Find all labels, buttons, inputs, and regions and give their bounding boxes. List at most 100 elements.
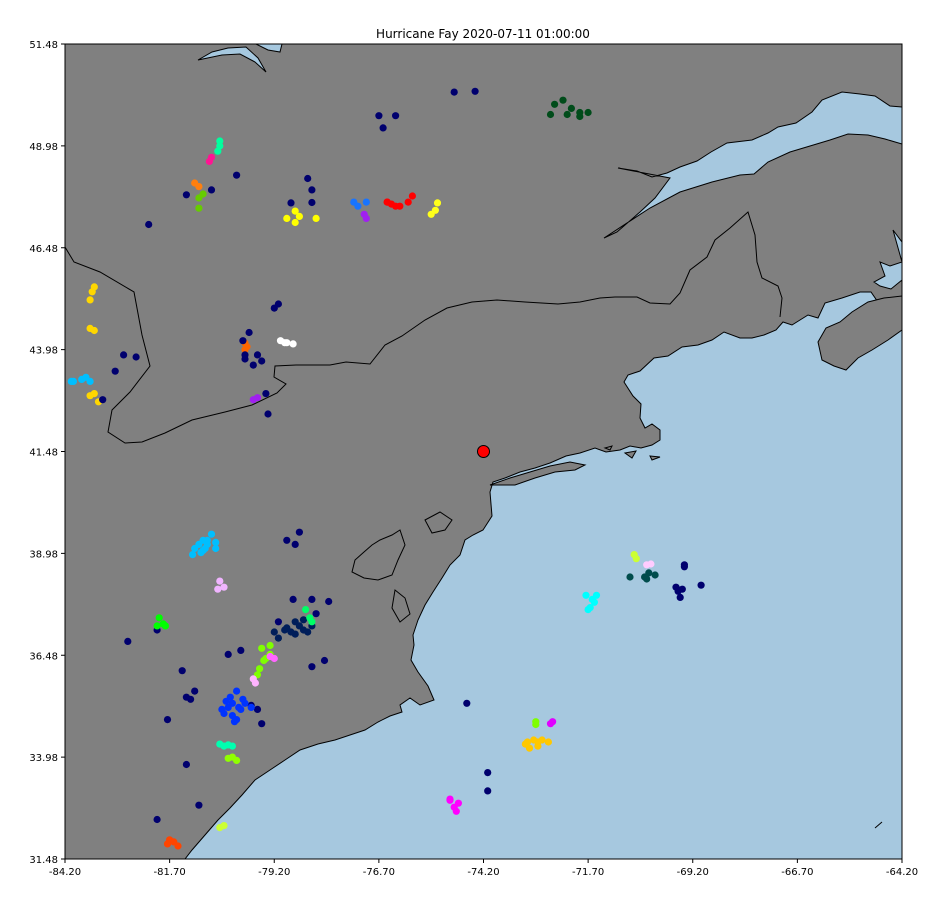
data-point [308, 663, 316, 671]
data-point [450, 88, 458, 96]
data-point [253, 705, 262, 714]
data-point [124, 637, 132, 646]
y-tick-label: 51.48 [29, 40, 58, 51]
data-point [632, 555, 640, 563]
data-point [546, 110, 555, 119]
data-point [239, 337, 247, 345]
data-point [306, 614, 314, 622]
data-point [446, 795, 454, 803]
data-point [295, 212, 303, 220]
data-point [584, 108, 592, 117]
x-tick-label: -81.70 [154, 867, 186, 878]
data-point [308, 186, 316, 194]
y-tick-label: 48.98 [29, 142, 58, 153]
y-tick-label: 43.98 [29, 346, 58, 357]
data-point [408, 192, 416, 200]
data-point [182, 191, 190, 199]
data-point [245, 328, 253, 337]
data-point [534, 742, 542, 750]
data-point [203, 536, 211, 544]
data-point [163, 716, 172, 724]
data-point [312, 610, 320, 618]
data-point [191, 544, 199, 553]
data-point [291, 540, 299, 549]
data-point [270, 654, 278, 663]
data-point [641, 573, 649, 581]
data-point [195, 183, 203, 191]
x-tick-label: -69.20 [677, 867, 709, 878]
data-point [320, 656, 329, 665]
x-tick-label: -71.70 [572, 867, 604, 878]
data-point [308, 198, 316, 207]
y-tick-label: 36.48 [29, 651, 58, 662]
data-point [111, 367, 119, 375]
data-point [243, 343, 251, 351]
long-island [489, 461, 587, 486]
x-axis: -84.20 -81.70 -79.20 -76.70 -74.20 -71.70 -69.… [49, 859, 918, 878]
data-point [195, 204, 203, 212]
data-point [588, 595, 596, 604]
hudson-bay-inlet [197, 44, 283, 73]
data-point [241, 351, 249, 359]
x-tick-label: -76.70 [363, 867, 395, 878]
data-point [383, 198, 391, 206]
data-point [551, 100, 559, 108]
data-point [427, 210, 435, 218]
data-point [266, 641, 274, 650]
data-point [264, 410, 272, 418]
data-point [304, 628, 312, 636]
data-point [222, 697, 230, 705]
gulf-of-maine-islands [603, 445, 661, 461]
data-point [191, 687, 199, 695]
data-point [161, 622, 169, 630]
data-point [452, 807, 460, 815]
data-point [189, 551, 197, 559]
data-point [214, 147, 222, 155]
data-point [281, 339, 289, 347]
data-point [576, 108, 584, 117]
data-point [212, 538, 220, 547]
data-point [220, 742, 228, 750]
data-point [258, 357, 266, 365]
data-point [295, 622, 303, 630]
data-point [312, 214, 320, 222]
data-point [153, 622, 161, 630]
data-point [274, 634, 282, 642]
hurricane-center-marker [477, 445, 490, 458]
data-point [325, 597, 333, 606]
data-point [530, 736, 538, 744]
data-point [283, 214, 291, 222]
data-point [99, 396, 107, 404]
data-point [392, 202, 400, 210]
data-point [287, 628, 295, 636]
data-point [145, 220, 153, 229]
data-point [299, 616, 308, 624]
data-point [88, 288, 96, 296]
data-point [253, 394, 262, 402]
data-point [249, 361, 257, 369]
data-point [251, 679, 259, 687]
data-point [484, 769, 492, 777]
chart-title: Hurricane Fay 2020-07-11 01:00:00 [376, 27, 590, 41]
data-point [484, 787, 492, 795]
data-point [214, 585, 222, 593]
data-point [563, 110, 571, 119]
data-point [354, 202, 362, 210]
data-point [241, 699, 249, 707]
data-point [676, 593, 684, 602]
us-canada-border [65, 211, 783, 444]
data-point [471, 87, 479, 95]
data-point [262, 390, 270, 398]
island-northeast [874, 821, 883, 829]
data-point [67, 377, 75, 385]
data-point [205, 157, 213, 165]
data-point [230, 718, 239, 726]
data-point [538, 736, 546, 744]
data-point [643, 561, 651, 569]
data-point [201, 544, 209, 553]
data-point [228, 753, 236, 761]
data-point [195, 194, 203, 202]
data-point [212, 544, 220, 553]
data-point [463, 699, 471, 707]
